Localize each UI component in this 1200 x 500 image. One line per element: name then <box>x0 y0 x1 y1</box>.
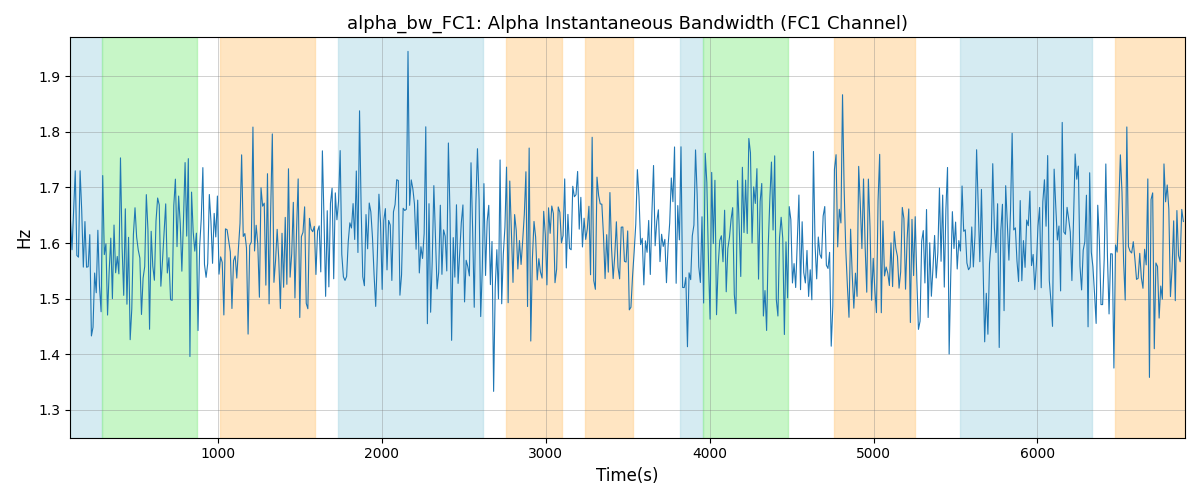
Bar <box>102 38 197 438</box>
Bar <box>220 38 314 438</box>
Title: alpha_bw_FC1: Alpha Instantaneous Bandwidth (FC1 Channel): alpha_bw_FC1: Alpha Instantaneous Bandwi… <box>347 15 908 34</box>
X-axis label: Time(s): Time(s) <box>596 467 659 485</box>
Bar <box>337 38 484 438</box>
Bar <box>703 38 788 438</box>
Bar <box>960 38 1092 438</box>
Bar <box>586 38 632 438</box>
Bar <box>1115 38 1186 438</box>
Bar <box>506 38 562 438</box>
Bar <box>71 38 102 438</box>
Y-axis label: Hz: Hz <box>14 227 32 248</box>
Bar <box>834 38 914 438</box>
Bar <box>680 38 703 438</box>
